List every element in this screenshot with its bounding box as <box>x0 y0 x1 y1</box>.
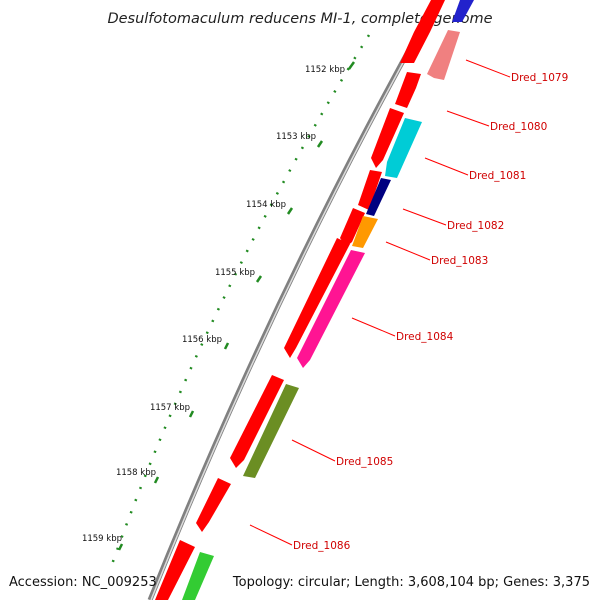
leader-line <box>402 208 447 226</box>
cds-feature <box>284 238 350 358</box>
tick-mark <box>153 476 160 484</box>
tick-mark <box>188 410 195 418</box>
gene-labels: Dred_1079 Dred_1080 Dred_1081 Dred_1082 … <box>293 72 568 552</box>
tick-label: 1154 kbp <box>246 200 286 210</box>
tick-mark <box>223 342 230 350</box>
tick-label: 1156 kbp <box>182 335 222 345</box>
pink-feature <box>427 30 460 80</box>
tick-label: 1153 kbp <box>276 132 316 142</box>
gene-label-dred-1081[interactable]: Dred_1081 <box>469 170 526 182</box>
tick-mark <box>347 61 356 70</box>
gene-label-dred-1085[interactable]: Dred_1085 <box>336 456 393 468</box>
cds-feature <box>230 375 284 468</box>
gene-label-dred-1082[interactable]: Dred_1082 <box>447 220 504 232</box>
genome-backbone <box>147 28 423 600</box>
tick-mark <box>117 543 124 551</box>
map-title: Desulfotomaculum reducens MI-1, complete… <box>107 11 492 27</box>
cds-feature <box>196 478 231 532</box>
gene-label-dred-1086[interactable]: Dred_1086 <box>293 540 351 552</box>
leader-line <box>424 157 469 176</box>
backbone-highlight <box>150 29 422 600</box>
gene-label-dred-1083[interactable]: Dred_1083 <box>431 255 488 267</box>
navy-feature <box>366 178 391 216</box>
accession-text: Accession: NC_009253 <box>9 575 157 590</box>
cds-feature <box>371 108 404 168</box>
tick-mark <box>286 207 294 215</box>
gene-label-dred-1079[interactable]: Dred_1079 <box>511 72 568 84</box>
tick-label: 1157 kbp <box>150 403 190 413</box>
orange-feature <box>352 216 378 248</box>
gene-label-dred-1084[interactable]: Dred_1084 <box>396 331 454 343</box>
cds-feature <box>358 170 382 210</box>
green-feature <box>182 552 214 600</box>
leader-line <box>291 439 336 462</box>
leader-line <box>249 524 293 546</box>
cds-feature <box>340 208 365 247</box>
tick-label: 1159 kbp <box>82 534 122 544</box>
leader-line <box>351 317 396 337</box>
tick-label: 1158 kbp <box>116 468 156 478</box>
leader-line <box>385 241 431 261</box>
tick-mark <box>255 275 263 283</box>
gene-label-dred-1080[interactable]: Dred_1080 <box>490 121 547 133</box>
cds-feature <box>155 540 195 600</box>
blue-feature <box>452 0 474 22</box>
tick-label: 1155 kbp <box>215 268 255 278</box>
cds-feature <box>400 0 445 63</box>
cds-track <box>155 0 445 600</box>
leader-line <box>446 110 490 127</box>
tick-label: 1152 kbp <box>305 65 345 75</box>
topology-text: Topology: circular; Length: 3,608,104 bp… <box>232 575 590 590</box>
cds-feature <box>395 72 421 108</box>
cyan-feature <box>385 118 422 178</box>
ruler-ticks: 1152 kbp 1153 kbp 1154 kbp 1155 kbp 1156… <box>82 61 356 551</box>
label-leaders <box>249 59 511 546</box>
tick-mark <box>316 140 324 148</box>
magenta-feature <box>297 250 365 368</box>
olive-feature <box>243 384 299 478</box>
leader-line <box>465 59 511 78</box>
outer-track <box>182 0 474 600</box>
